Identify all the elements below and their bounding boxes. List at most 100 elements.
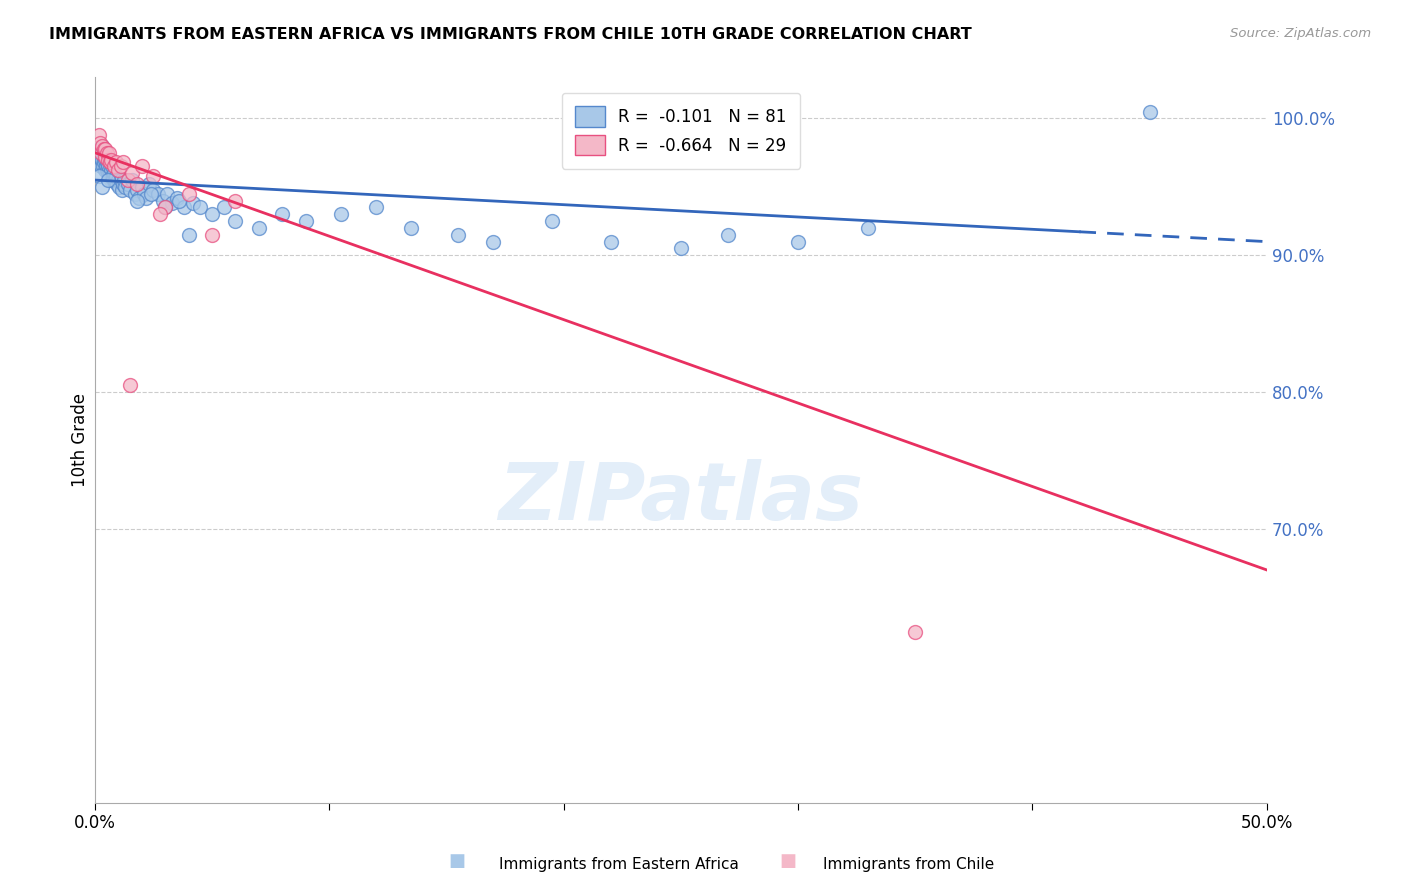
Point xyxy=(90,139,112,153)
Point xyxy=(87,155,110,169)
Text: IMMIGRANTS FROM EASTERN AFRICA VS IMMIGRANTS FROM CHILE 10TH GRADE CORRELATION C: IMMIGRANTS FROM EASTERN AFRICA VS IMMIGR… xyxy=(49,27,972,42)
Point xyxy=(90,145,112,160)
Point xyxy=(125,183,148,197)
Point xyxy=(177,227,200,242)
Point xyxy=(224,214,246,228)
Point xyxy=(201,207,224,221)
Text: ■: ■ xyxy=(779,852,796,870)
Point xyxy=(87,145,110,160)
Point xyxy=(146,186,169,201)
Point xyxy=(97,153,120,167)
Point xyxy=(111,183,134,197)
Point xyxy=(166,191,188,205)
Point xyxy=(364,201,387,215)
Point xyxy=(128,191,150,205)
Point xyxy=(152,194,174,208)
Point xyxy=(89,150,111,164)
Point xyxy=(93,163,115,178)
Point xyxy=(91,139,114,153)
Point xyxy=(94,153,117,167)
Point xyxy=(131,180,153,194)
Point xyxy=(149,207,172,221)
Point xyxy=(787,235,810,249)
Point xyxy=(98,155,121,169)
Point xyxy=(97,160,120,174)
Point xyxy=(329,207,352,221)
Point xyxy=(93,142,115,156)
Point xyxy=(111,155,134,169)
Point xyxy=(103,160,125,174)
Point xyxy=(139,186,162,201)
Point xyxy=(108,180,131,194)
Point xyxy=(447,227,470,242)
Point xyxy=(112,173,135,187)
Point xyxy=(91,153,114,167)
Point xyxy=(96,145,118,160)
Point xyxy=(1139,104,1161,119)
Text: ZIPatlas: ZIPatlas xyxy=(498,459,863,537)
Point xyxy=(156,186,179,201)
Point xyxy=(101,160,124,174)
Point xyxy=(96,155,118,169)
Point xyxy=(96,163,118,178)
Point xyxy=(669,242,692,256)
Point xyxy=(599,235,621,249)
Point xyxy=(104,169,127,183)
Point xyxy=(138,177,160,191)
Point xyxy=(188,201,211,215)
Point xyxy=(91,160,114,174)
Legend: R =  -0.101   N = 81, R =  -0.664   N = 29: R = -0.101 N = 81, R = -0.664 N = 29 xyxy=(561,93,800,169)
Point xyxy=(904,624,927,639)
Point xyxy=(121,173,143,187)
Point xyxy=(97,173,120,187)
Point xyxy=(201,227,224,242)
Point xyxy=(111,177,134,191)
Point xyxy=(107,163,129,178)
Text: Immigrants from Eastern Africa: Immigrants from Eastern Africa xyxy=(499,857,740,872)
Point xyxy=(89,136,111,150)
Point xyxy=(118,183,141,197)
Point xyxy=(100,163,122,178)
Point xyxy=(90,160,112,174)
Point xyxy=(271,207,294,221)
Point xyxy=(107,173,129,187)
Text: ■: ■ xyxy=(449,852,465,870)
Point xyxy=(105,177,128,191)
Text: Immigrants from Chile: Immigrants from Chile xyxy=(823,857,994,872)
Point xyxy=(94,160,117,174)
Point xyxy=(87,128,110,142)
Point xyxy=(90,180,112,194)
Point xyxy=(101,173,124,187)
Point xyxy=(103,166,125,180)
Point xyxy=(117,173,139,187)
Point xyxy=(173,201,195,215)
Point xyxy=(541,214,564,228)
Point xyxy=(121,166,143,180)
Point xyxy=(98,166,121,180)
Y-axis label: 10th Grade: 10th Grade xyxy=(72,393,89,487)
Point xyxy=(132,186,155,201)
Point xyxy=(97,163,120,178)
Point xyxy=(93,155,115,169)
Point xyxy=(160,196,183,211)
Point xyxy=(97,166,120,180)
Point xyxy=(110,173,132,187)
Text: Source: ZipAtlas.com: Source: ZipAtlas.com xyxy=(1230,27,1371,40)
Point xyxy=(94,142,117,156)
Point xyxy=(153,201,176,215)
Point xyxy=(224,194,246,208)
Point xyxy=(100,153,122,167)
Point xyxy=(125,194,148,208)
Point xyxy=(294,214,316,228)
Point xyxy=(90,142,112,156)
Point xyxy=(717,227,740,242)
Point xyxy=(124,186,146,201)
Point xyxy=(98,169,121,183)
Point xyxy=(100,173,122,187)
Point xyxy=(153,201,176,215)
Point xyxy=(167,194,190,208)
Point xyxy=(131,160,153,174)
Point xyxy=(212,201,235,215)
Point xyxy=(177,186,200,201)
Point xyxy=(104,155,127,169)
